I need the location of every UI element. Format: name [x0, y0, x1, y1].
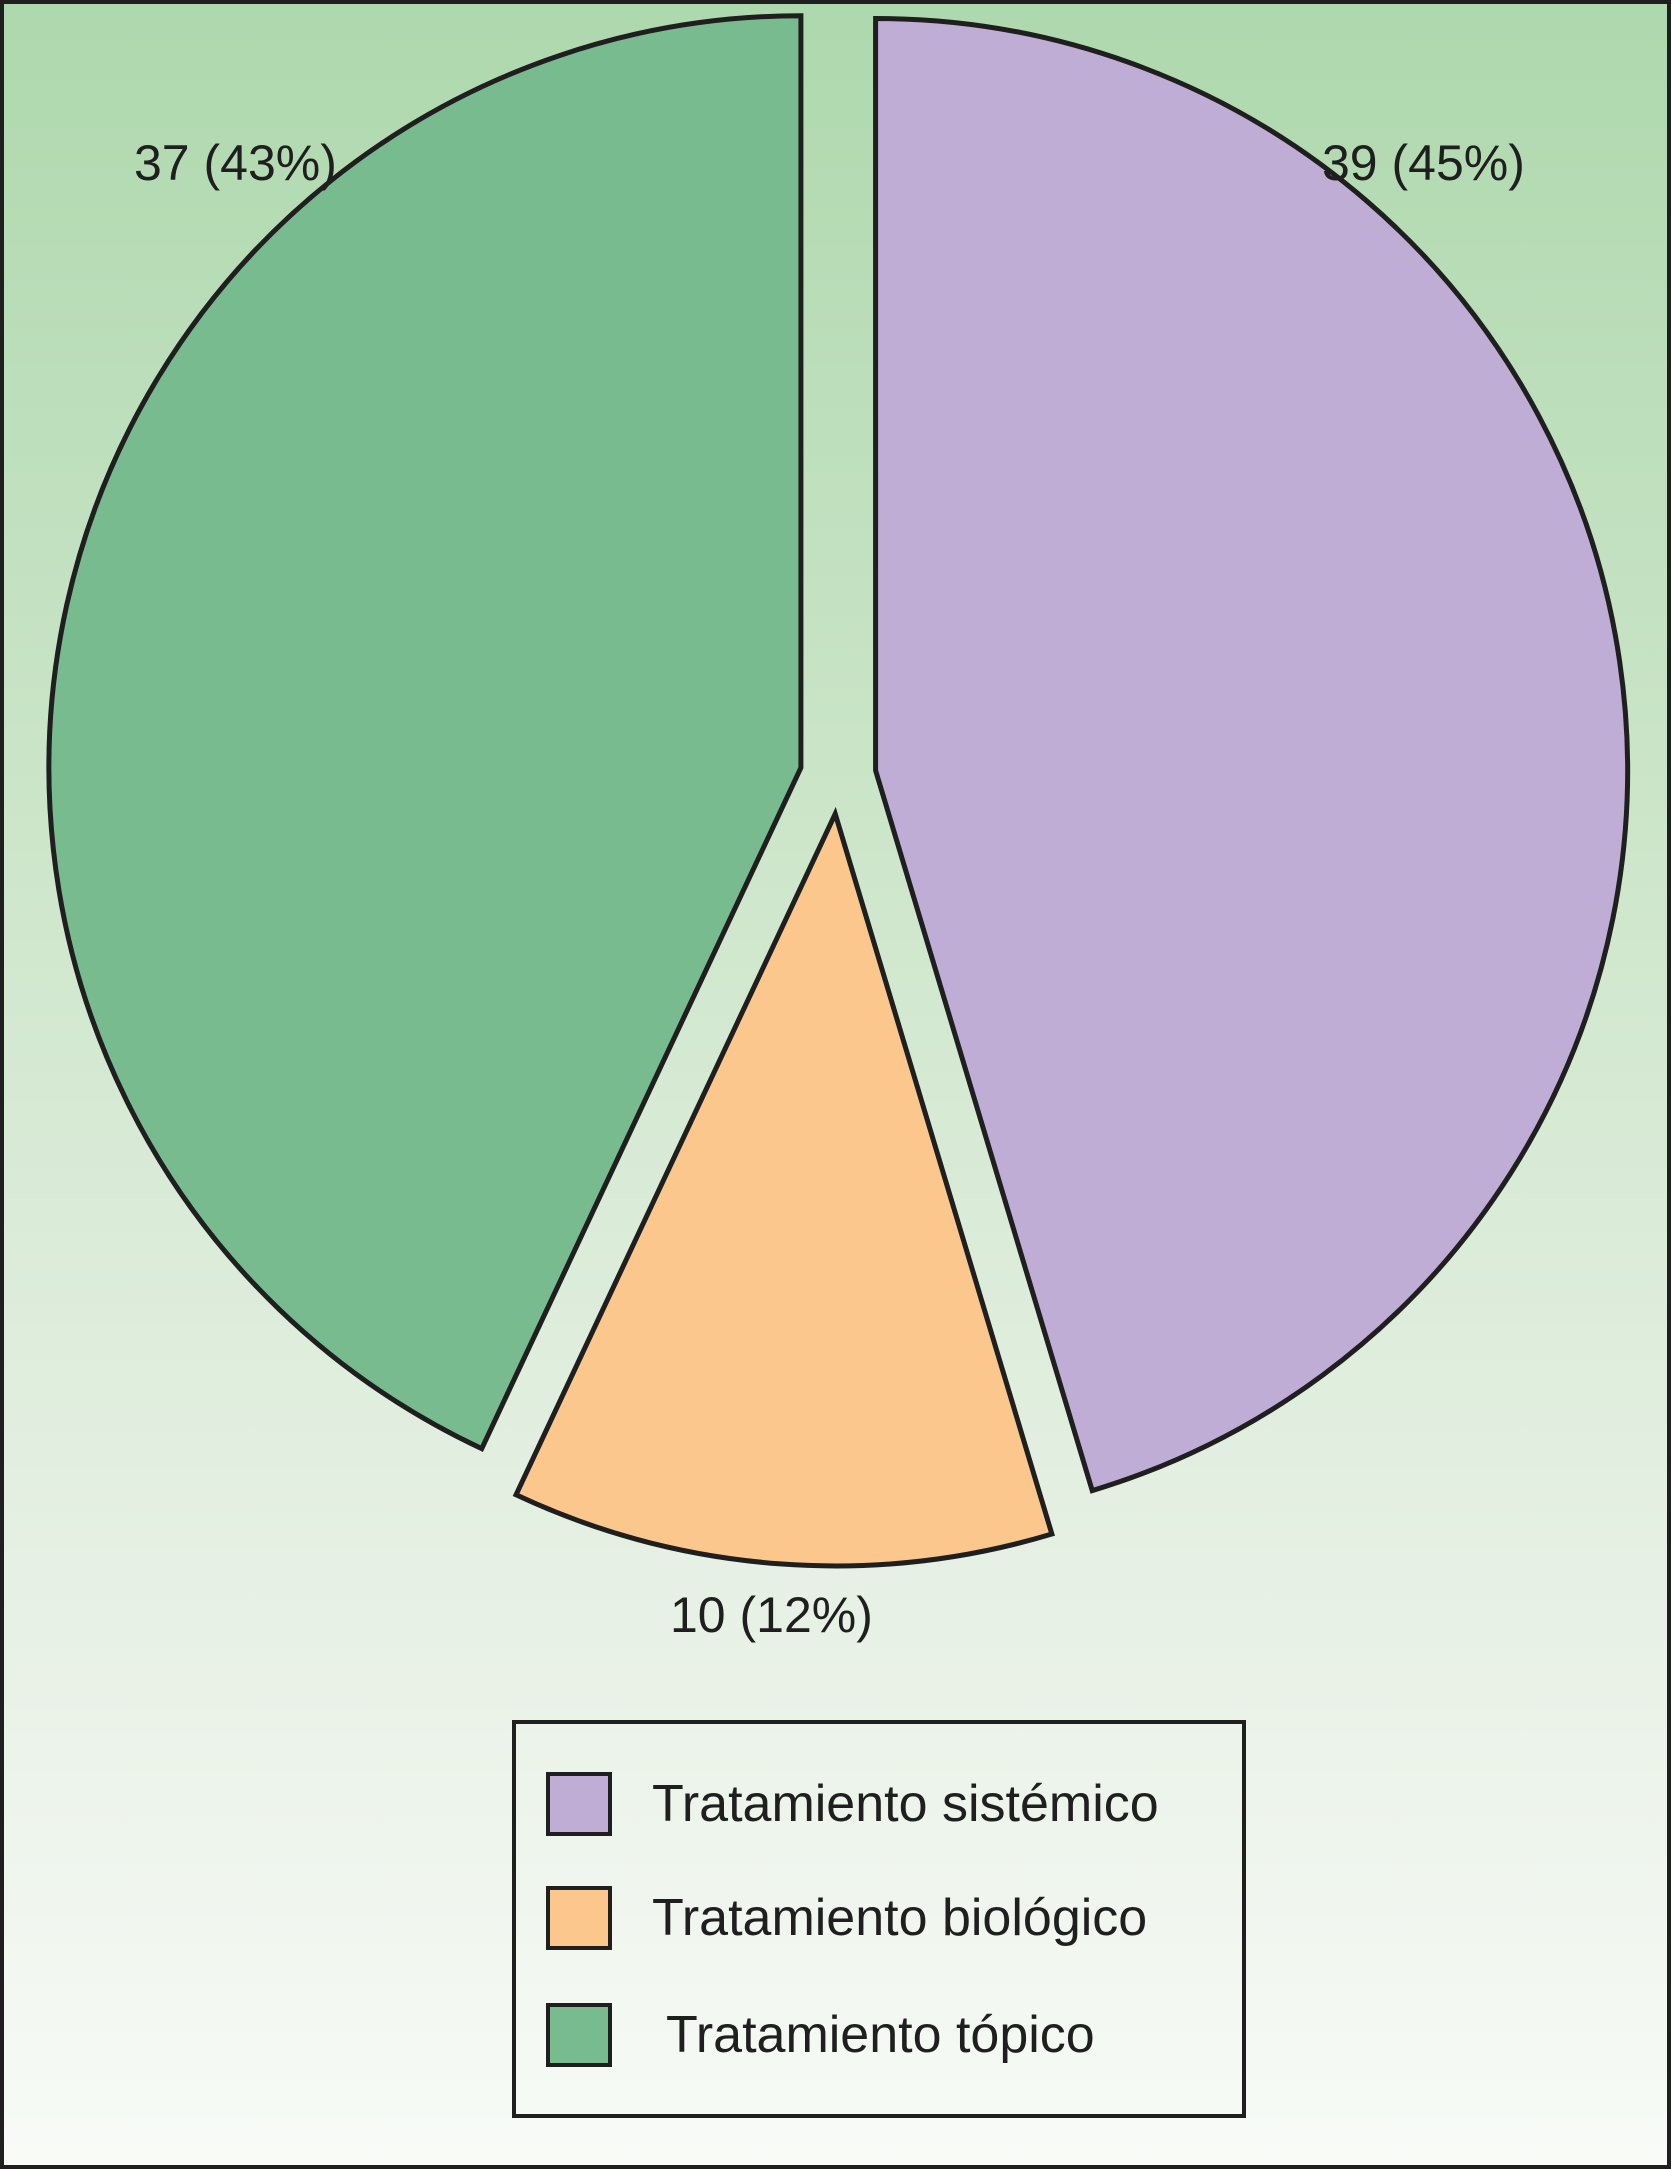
slice-label-topico: 37 (43%): [134, 135, 337, 191]
pie-slice-sistemico: [873, 15, 1631, 1494]
slice-label-biologico: 10 (12%): [670, 1587, 873, 1643]
legend-swatch-topico: [546, 2003, 612, 2067]
pie-plot-area: [46, 13, 1631, 1569]
legend-label-biologico: Tratamiento biológico: [652, 1889, 1148, 1947]
legend-item-sistemico: Tratamiento sistémico: [546, 1768, 1159, 1840]
pie-slice-biologico: [512, 806, 1055, 1569]
legend-swatch-biologico: [546, 1886, 612, 1950]
legend: Tratamiento sistémico Tratamiento biológ…: [512, 1720, 1246, 2118]
legend-swatch-sistemico: [546, 1772, 612, 1836]
legend-label-topico: Tratamiento tópico: [666, 2006, 1095, 2064]
legend-item-biologico: Tratamiento biológico: [546, 1882, 1147, 1954]
pie-slice-topico: [46, 13, 804, 1452]
legend-item-topico: Tratamiento tópico: [546, 1999, 1095, 2071]
legend-label-sistemico: Tratamiento sistémico: [652, 1775, 1159, 1833]
slice-label-sistemico: 39 (45%): [1322, 135, 1525, 191]
